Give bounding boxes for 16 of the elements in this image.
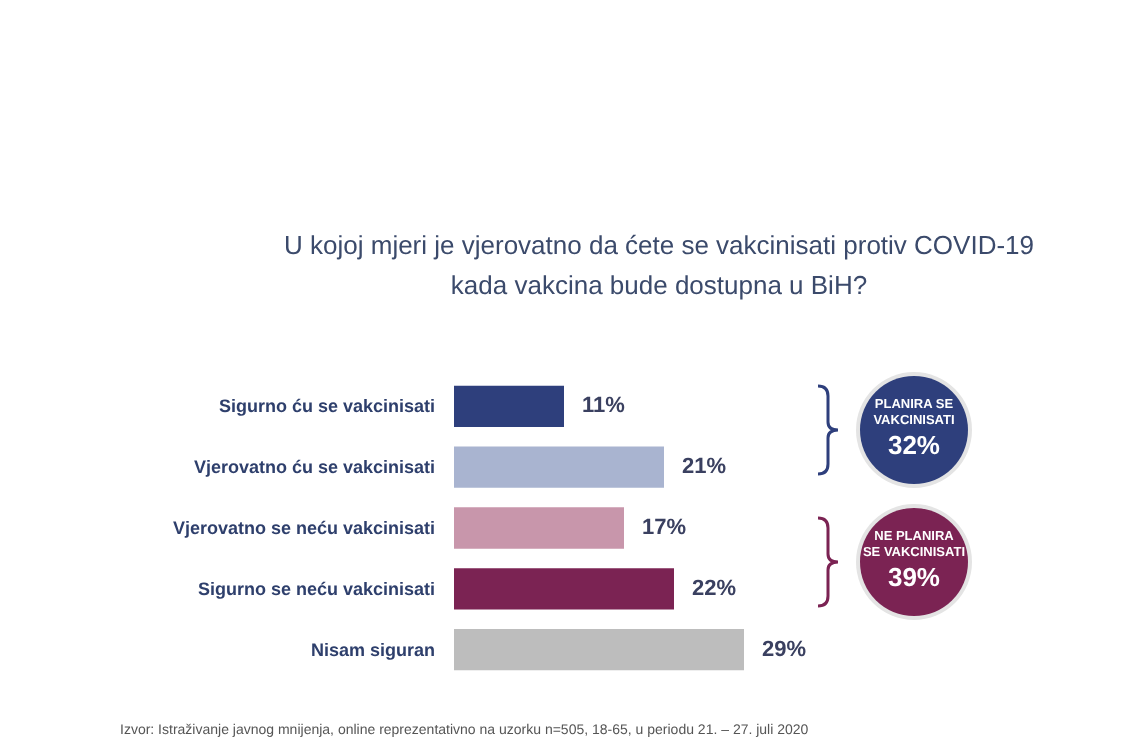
data-label: 21% xyxy=(682,455,727,480)
y-tick-label: Sigurno ću se vakcinisati xyxy=(218,396,435,417)
bar xyxy=(454,568,674,610)
bar xyxy=(454,507,624,549)
y-tick-label: Vjerovatno ću se vakcinisati xyxy=(193,457,435,478)
data-label: 17% xyxy=(642,516,687,540)
bar xyxy=(454,385,564,428)
data-label: 22% xyxy=(692,576,737,601)
chart-title: U kojoj mjeri je vjerovatno da ćete se vakcinisati protiv COVID-19 kada vakcina bude dostupna u BiH? xyxy=(284,230,1034,300)
y-tick-label: Vjerovatno se neću vakcinisati xyxy=(172,518,435,538)
bar xyxy=(454,628,744,671)
data-label: 11% xyxy=(582,394,626,419)
y-tick-label: Sigurno se neću vakcinisati xyxy=(197,578,435,599)
bar xyxy=(454,446,664,488)
data-label: 29% xyxy=(762,637,807,662)
y-tick-label: Nisam siguran xyxy=(310,639,435,660)
